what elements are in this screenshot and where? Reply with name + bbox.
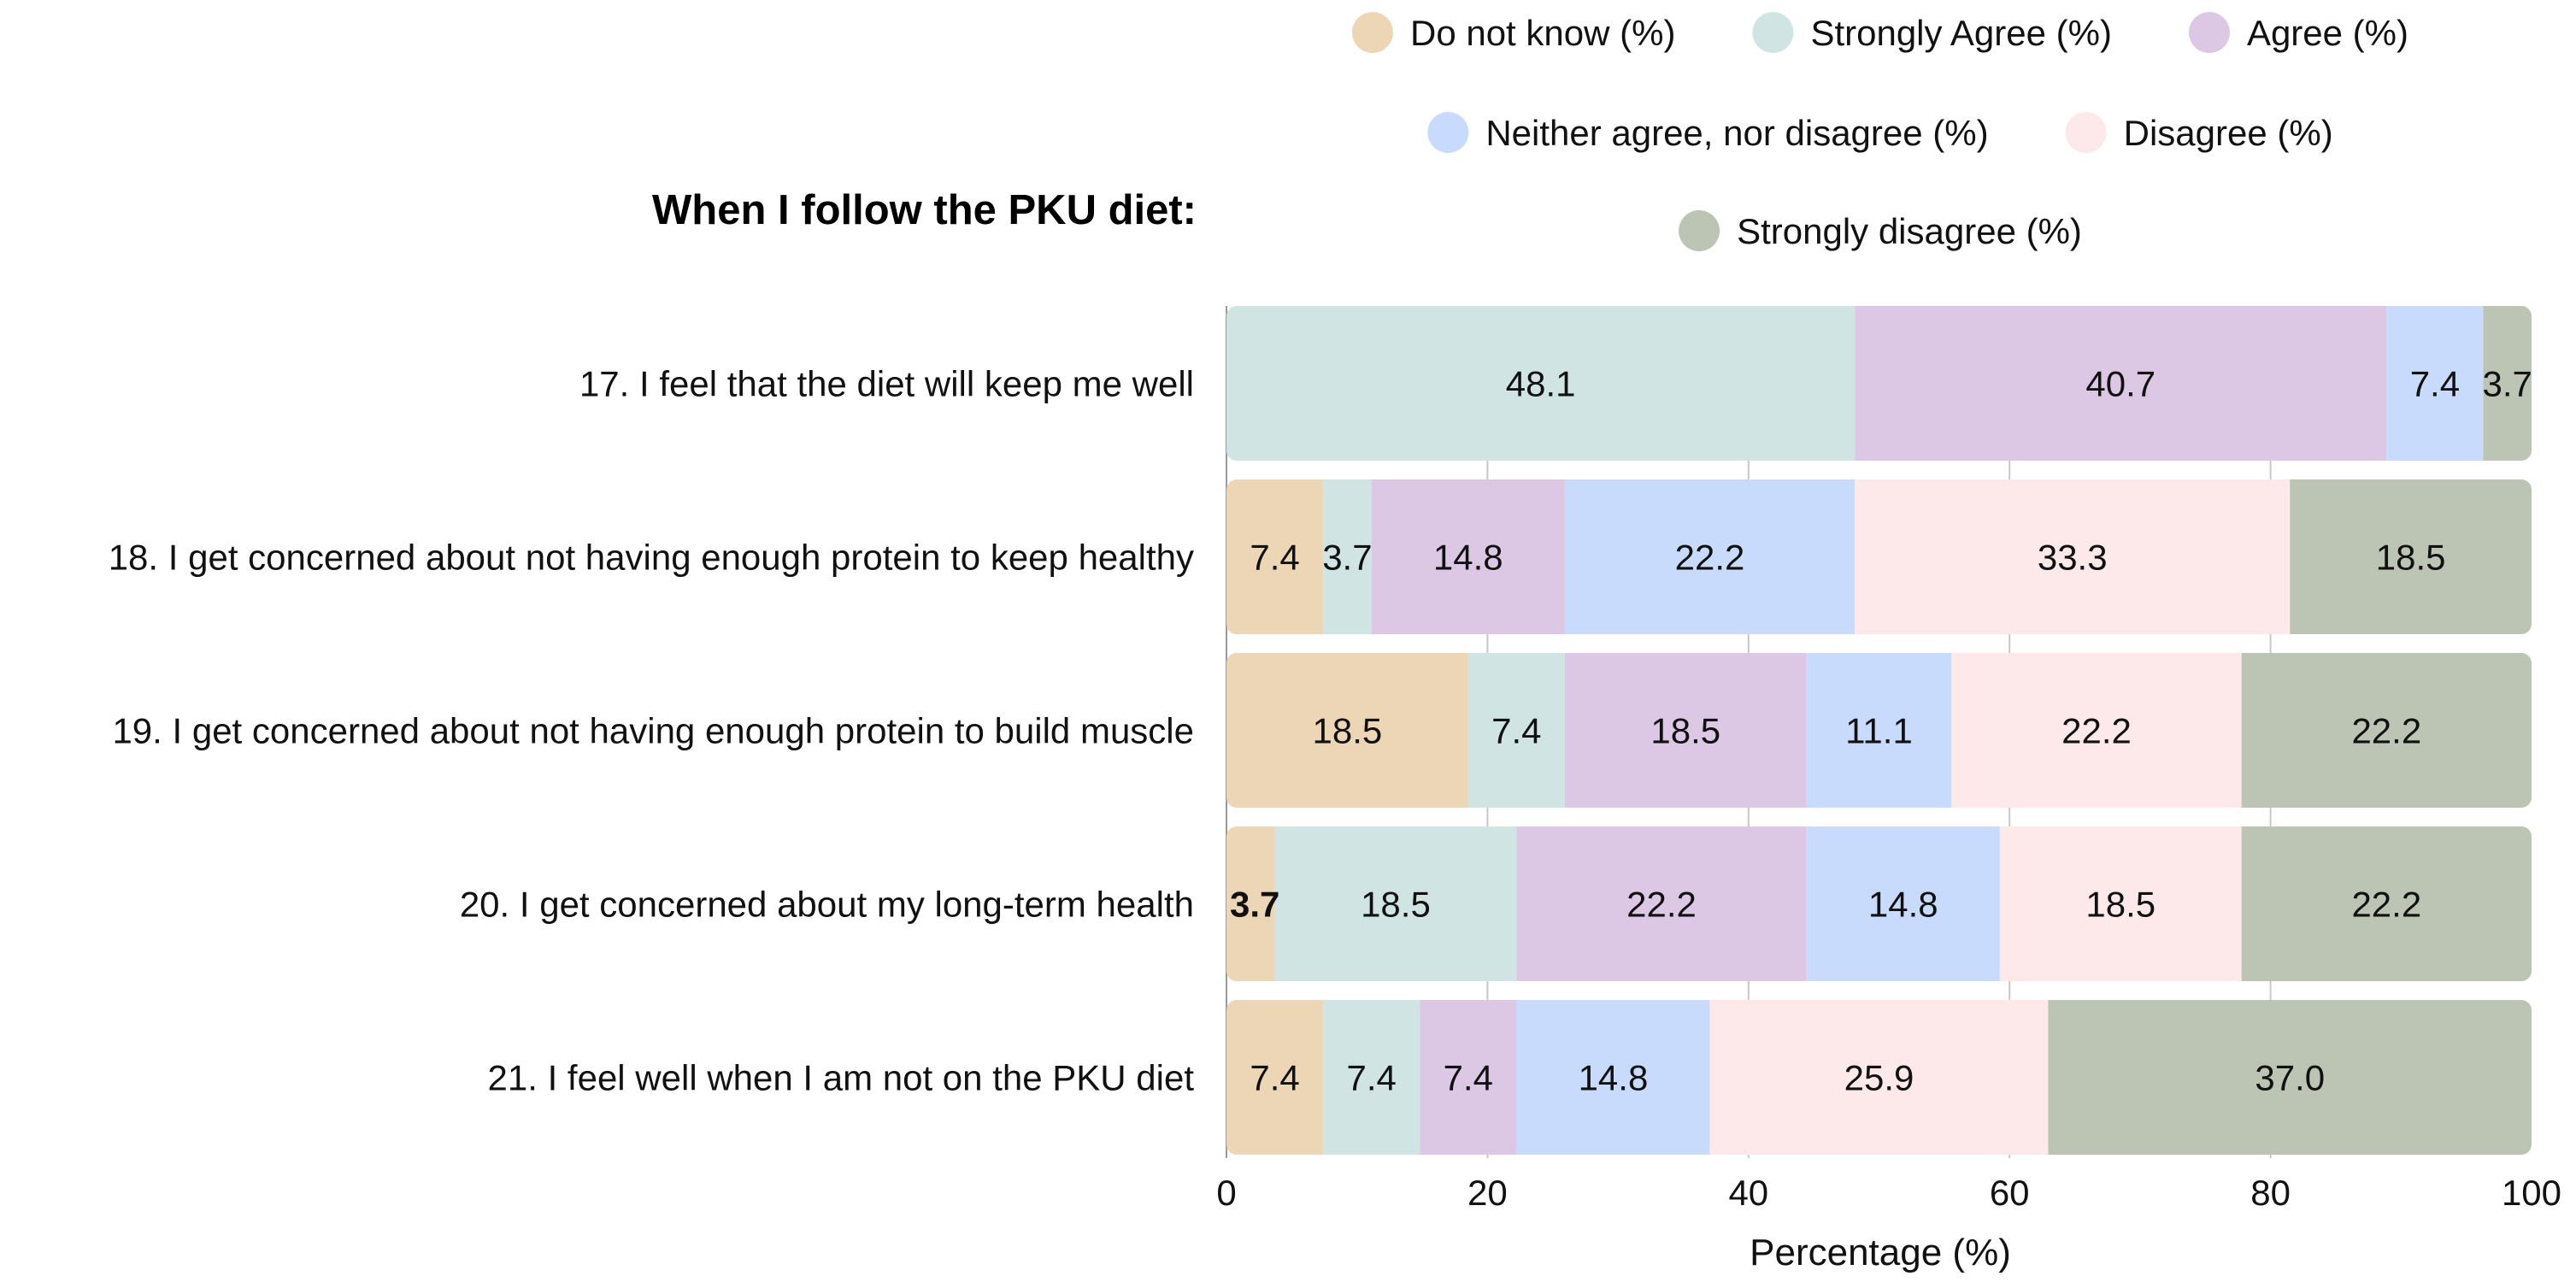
legend-label: Agree (%) [2247, 13, 2408, 53]
legend-label: Do not know (%) [1410, 13, 1675, 53]
bar-value-label: 7.4 [1250, 538, 1299, 578]
bar-segment [1516, 1000, 1710, 1155]
bar-row [1226, 306, 2532, 461]
bar-value-label: 22.2 [2061, 711, 2132, 751]
x-tick-label: 100 [2502, 1173, 2561, 1213]
question-label: 19. I get concerned about not having eno… [112, 711, 1194, 751]
bar-value-label: 18.5 [2376, 538, 2446, 578]
legend-label: Disagree (%) [2124, 113, 2333, 153]
bar-segment [1226, 1000, 1324, 1155]
bar-segment [1323, 479, 1372, 634]
legend-label: Strongly Agree (%) [1810, 13, 2112, 53]
bar-value-label: 7.4 [1444, 1058, 1493, 1098]
bar-value-label: 14.8 [1868, 885, 1938, 925]
bar-value-label: 22.2 [1675, 538, 1745, 578]
bar-value-label: 33.3 [2038, 538, 2108, 578]
bar-value-label: 25.9 [1844, 1058, 1914, 1098]
x-axis-label: Percentage (%) [1750, 1232, 2011, 1273]
bar-row [1226, 1000, 2532, 1155]
bar-segment [1274, 826, 1517, 981]
bar-segment [1226, 479, 1324, 634]
bar-value-label: 7.4 [1250, 1058, 1299, 1098]
bar-segment [1855, 479, 2291, 634]
bar-value-label: 3.7 [2483, 364, 2532, 404]
legend-label: Neither agree, nor disagree (%) [1485, 113, 1988, 153]
bar-segment [1564, 653, 1807, 808]
x-tick-label: 40 [1728, 1173, 1768, 1213]
bar-segment [1709, 1000, 2049, 1155]
legend-swatch [2065, 112, 2107, 153]
question-label: 21. I feel well when I am not on the PKU… [488, 1058, 1195, 1098]
bar-value-label: 18.5 [1650, 711, 1720, 751]
bar-segment [1226, 653, 1468, 808]
bar-segment [1226, 306, 1856, 461]
bar-value-label: 7.4 [1346, 1058, 1396, 1098]
bar-segment [1564, 479, 1856, 634]
bar-value-label: 7.4 [1491, 711, 1541, 751]
bar-segment [1855, 306, 2387, 461]
bar-segment [2290, 479, 2532, 634]
bar-value-label: 18.5 [1313, 711, 1383, 751]
bar-value-label: 40.7 [2085, 364, 2155, 404]
question-label: 20. I get concerned about my long-term h… [460, 885, 1194, 925]
bar-segment [2241, 653, 2532, 808]
legend-swatch [1427, 112, 1469, 153]
bar-segment [2241, 826, 2532, 981]
bar-segment [1806, 826, 2000, 981]
x-tick-label: 80 [2250, 1173, 2291, 1213]
bars: 48.1 40.7 7.4 3.7 7.4 3.7 14.8 22.2 33.3 18.5 18.5… [1226, 306, 2532, 1155]
bar-row [1226, 653, 2532, 808]
bar-value-label: 7.4 [2410, 364, 2460, 404]
bar-value-label: 37.0 [2255, 1058, 2325, 1098]
bar-segment [2483, 306, 2532, 461]
legend-swatch [2188, 12, 2230, 53]
bar-segment [2386, 306, 2484, 461]
legend-swatch [1752, 12, 1794, 53]
bar-segment [1467, 653, 1565, 808]
x-tick-label: 60 [1990, 1173, 2030, 1213]
bar-value-label: 11.1 [1845, 711, 1913, 751]
bar-value-label: 3.7 [1230, 885, 1279, 925]
bar-value-label: 14.8 [1579, 1058, 1649, 1098]
bar-segment [1951, 653, 2242, 808]
bar-row [1226, 826, 2532, 981]
bar-value-label: 22.2 [2351, 885, 2421, 925]
bar-value-label: 18.5 [2085, 885, 2155, 925]
chart-title: When I follow the PKU diet: [652, 187, 1197, 233]
bar-segment [1226, 826, 1275, 981]
x-tick-label: 0 [1216, 1173, 1236, 1213]
bar-value-label: 48.1 [1506, 364, 1576, 404]
bar-segment [1323, 1000, 1420, 1155]
bar-segment [1516, 826, 1807, 981]
bar-value-label: 14.8 [1433, 538, 1503, 578]
question-label: 18. I get concerned about not having eno… [109, 538, 1194, 578]
bar-value-label: 22.2 [1626, 885, 1697, 925]
x-tick-label: 20 [1467, 1173, 1508, 1213]
bar-row [1226, 479, 2532, 634]
bar-segment [1999, 826, 2242, 981]
bar-segment [2048, 1000, 2532, 1155]
legend: Do not know (%) Strongly Agree (%) Agree (… [1351, 12, 2408, 251]
legend-swatch [1679, 210, 1720, 251]
bar-segment [1371, 479, 1565, 634]
question-labels: 17. I feel that the diet will keep me we… [109, 364, 1195, 1098]
bar-value-label: 3.7 [1322, 538, 1372, 578]
legend-label: Strongly disagree (%) [1737, 211, 2082, 251]
bar-segment [1420, 1000, 1517, 1155]
question-label: 17. I feel that the diet will keep me we… [579, 364, 1194, 404]
bar-segment [1806, 653, 1952, 808]
legend-swatch [1351, 12, 1393, 53]
bar-value-label: 22.2 [2351, 711, 2421, 751]
bar-value-label: 18.5 [1361, 885, 1431, 925]
x-axis-ticks: 0 20 40 60 80 100 [1216, 1173, 2561, 1213]
